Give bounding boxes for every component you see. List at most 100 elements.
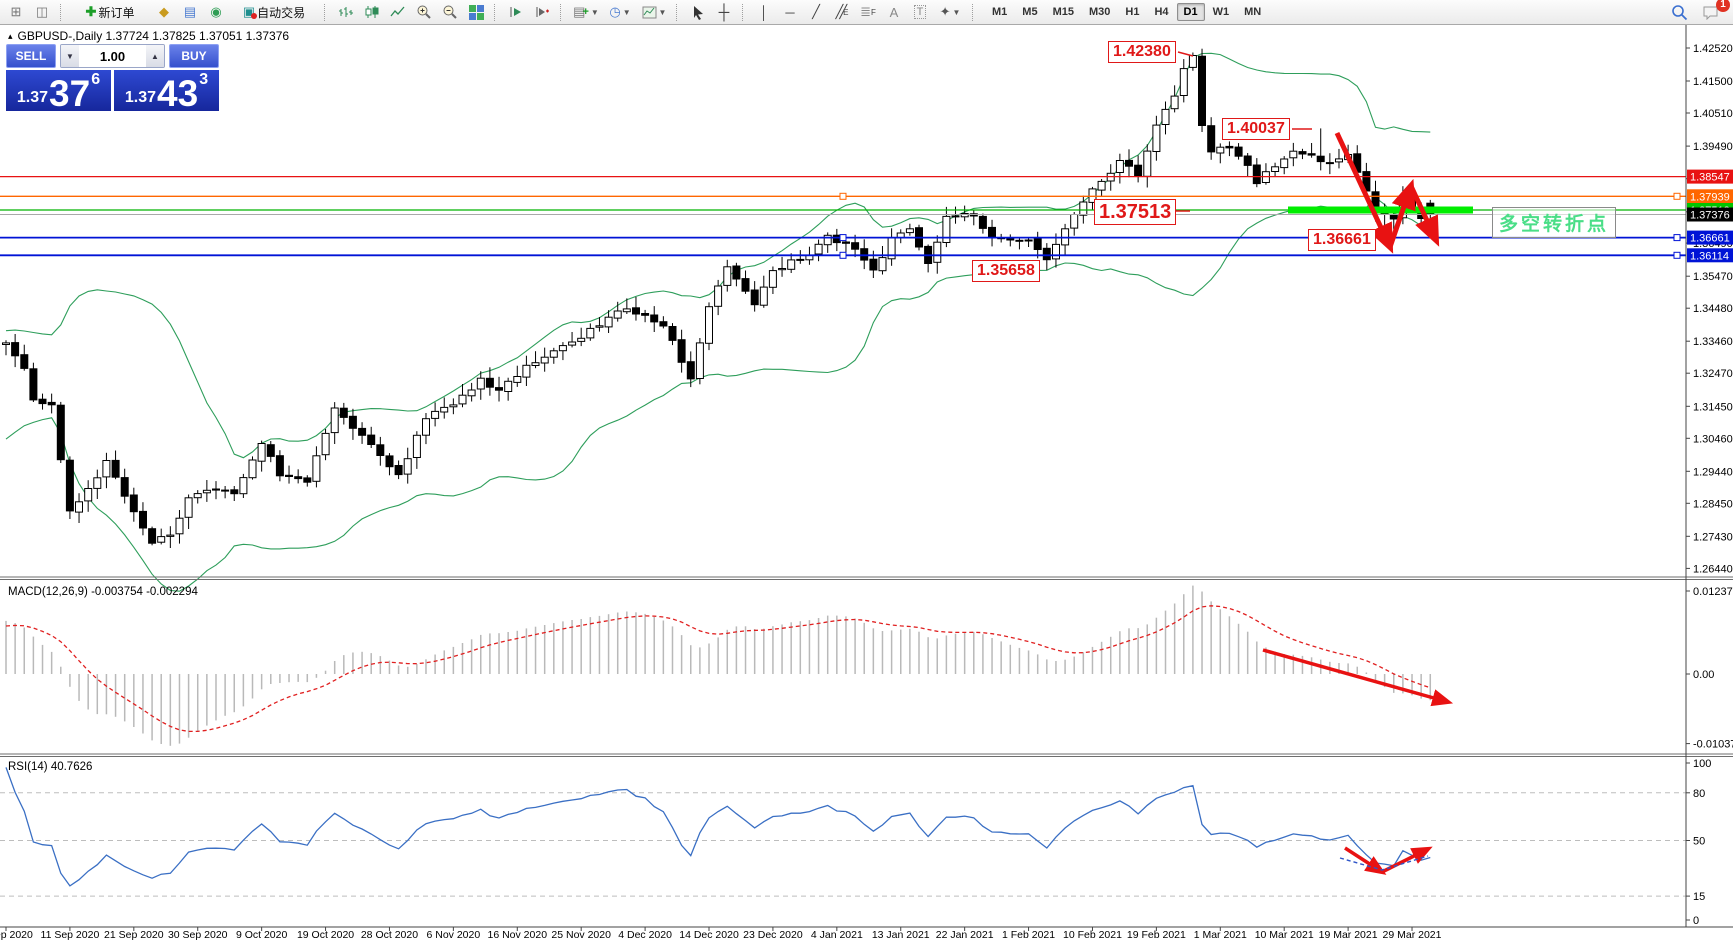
price-callout[interactable]: 1.37513	[1094, 199, 1177, 225]
indicators-icon: ▤	[573, 4, 586, 19]
svg-text:25 Nov 2020: 25 Nov 2020	[551, 929, 611, 940]
sell-price-big: 37	[49, 72, 91, 114]
toolbar-separator	[60, 3, 65, 21]
tab-timeframe-w1[interactable]: W1	[1212, 6, 1230, 18]
search-icon[interactable]	[1666, 2, 1692, 23]
volume-decrease-button[interactable]: ▼	[61, 45, 79, 67]
chevron-down-icon: ▼	[658, 7, 667, 17]
chart-title: ▴ GBPUSD-,Daily 1.37724 1.37825 1.37051 …	[8, 29, 289, 43]
svg-text:1.35470: 1.35470	[1693, 271, 1733, 283]
buy-price-display[interactable]: 1.37 43 3	[114, 70, 219, 112]
template-icon	[642, 6, 657, 18]
svg-text:1.37376: 1.37376	[1690, 210, 1730, 222]
tile-windows-icon[interactable]	[463, 2, 489, 23]
price-callout[interactable]: 1.35658	[972, 260, 1040, 282]
volume-increase-button[interactable]: ▲	[146, 45, 164, 67]
zoom-out-icon[interactable]	[437, 2, 463, 23]
tab-timeframe-d1[interactable]: D1	[1176, 3, 1205, 21]
trend-annotation-arrows[interactable]	[1262, 131, 1454, 875]
svg-text:0.012372: 0.012372	[1693, 586, 1733, 598]
timeframe-group: M1 M5 M15 M30 H1 H4 D1 W1 MN	[985, 3, 1268, 21]
new-order-button[interactable]: ✚ 新订单	[69, 2, 151, 23]
volume-stepper: ▼ 1.00 ▲	[60, 44, 165, 68]
tab-timeframe-m30[interactable]: M30	[1088, 6, 1111, 18]
svg-text:1.36661: 1.36661	[1690, 233, 1730, 245]
templates-button[interactable]: ▼	[637, 2, 671, 23]
notifications-icon[interactable]: 1	[1698, 0, 1730, 23]
svg-text:1 Mar 2021: 1 Mar 2021	[1194, 929, 1247, 940]
text-tool-icon[interactable]: A	[889, 4, 899, 20]
svg-text:1.36114: 1.36114	[1690, 250, 1729, 262]
vertical-line-tool-icon[interactable]: │	[759, 4, 769, 20]
svg-text:10 Feb 2021: 10 Feb 2021	[1063, 929, 1122, 940]
svg-text:1.27430: 1.27430	[1693, 531, 1733, 543]
svg-text:50: 50	[1693, 836, 1705, 848]
svg-text:0.00: 0.00	[1693, 669, 1714, 681]
cursor-tool-icon[interactable]	[685, 2, 711, 23]
data-window-icon[interactable]: ▤	[183, 4, 197, 19]
zoom-in-icon[interactable]	[411, 2, 437, 23]
new-chart-icon[interactable]: ⊞	[10, 4, 22, 19]
svg-text:19 Feb 2021: 19 Feb 2021	[1127, 929, 1186, 940]
arrows-tool-button[interactable]: ✦ ▼	[933, 2, 967, 23]
svg-text:4 Dec 2020: 4 Dec 2020	[618, 929, 672, 940]
sell-price-display[interactable]: 1.37 37 6	[6, 70, 111, 114]
auto-scroll-icon[interactable]	[503, 2, 529, 23]
macd-label: MACD(12,26,9) -0.003754 -0.002294	[8, 586, 198, 598]
tab-timeframe-h4[interactable]: H4	[1154, 6, 1169, 18]
toolbar-separator	[324, 3, 329, 21]
clock-icon: ◷	[609, 4, 621, 19]
bar-chart-icon[interactable]	[333, 2, 359, 23]
price-callout[interactable]: 1.42380	[1108, 41, 1176, 63]
crosshair-tool-icon[interactable]: ┼	[718, 3, 730, 21]
line-chart-icon[interactable]	[385, 2, 411, 23]
indicators-button[interactable]: ▤ + ▼	[573, 4, 599, 19]
price-callout[interactable]: 1.36661	[1308, 229, 1376, 251]
candlestick-chart-icon[interactable]	[359, 2, 385, 23]
chart-title-text: GBPUSD-,Daily 1.37724 1.37825 1.37051 1.…	[17, 29, 290, 43]
trendline-tool-icon[interactable]: ╱	[812, 4, 820, 19]
collapse-panel-icon[interactable]: ▴	[8, 30, 13, 41]
chart-shift-icon[interactable]	[529, 2, 555, 23]
macd-indicator	[5, 585, 1432, 746]
svg-text:0: 0	[1693, 915, 1699, 927]
horizontal-line-tool-icon[interactable]: ─	[785, 4, 795, 20]
toolbar-separator	[972, 3, 977, 21]
navigator-icon[interactable]: ◉	[210, 4, 222, 19]
chart-chrome: 1.425201.415001.405101.394901.384801.374…	[0, 25, 1733, 940]
tab-timeframe-m5[interactable]: M5	[1022, 6, 1038, 18]
tab-timeframe-m15[interactable]: M15	[1052, 6, 1074, 18]
fibonacci-tool-icon[interactable]: ≣ F	[860, 4, 876, 19]
price-callout[interactable]: 1.40037	[1222, 118, 1290, 140]
market-watch-icon[interactable]: ◆	[159, 4, 169, 19]
svg-text:4 Jan 2021: 4 Jan 2021	[811, 929, 863, 940]
tab-timeframe-h1[interactable]: H1	[1125, 6, 1140, 18]
text-label-tool-icon[interactable]: T	[907, 2, 933, 23]
candlesticks	[2, 48, 1435, 548]
periods-button[interactable]: ◷ ▼	[603, 2, 637, 23]
tab-timeframe-m1[interactable]: M1	[992, 6, 1008, 18]
autotrading-button[interactable]: ▣ 自动交易	[229, 2, 319, 23]
horizontal-level-lines[interactable]	[0, 176, 1686, 259]
svg-text:100: 100	[1693, 758, 1711, 770]
buy-button[interactable]: BUY	[169, 44, 219, 68]
sell-button[interactable]: SELL	[6, 44, 56, 68]
svg-text:29 Mar 2021: 29 Mar 2021	[1383, 929, 1442, 940]
date-axis[interactable]: 2 Sep 2020 11 Sep 2020 21 Sep 2020 30 Sep 2…	[0, 927, 1442, 940]
channel-tool-icon[interactable]: ╱╱ E	[835, 4, 849, 19]
svg-text:1.29440: 1.29440	[1693, 466, 1733, 478]
svg-text:22 Jan 2021: 22 Jan 2021	[936, 929, 994, 940]
toolbar-separator	[560, 3, 565, 21]
new-order-label: 新订单	[98, 5, 135, 20]
profiles-icon[interactable]: ◫	[35, 4, 49, 19]
main-toolbar: ⊞ ◫ ✚ 新订单 ◆ ▤ ◉ ▣ 自动交易 ▤ + ▼ ◷ ▼	[0, 0, 1733, 25]
tab-timeframe-mn[interactable]: MN	[1244, 6, 1262, 18]
toolbar-separator	[742, 3, 747, 21]
volume-input[interactable]: 1.00	[99, 48, 126, 64]
svg-text:1.39490: 1.39490	[1693, 141, 1733, 153]
turning-point-label[interactable]: 多空转折点	[1492, 207, 1617, 238]
chevron-down-icon: ▼	[952, 7, 961, 17]
support-zone-bar[interactable]	[1288, 206, 1473, 214]
buy-price-prefix: 1.37	[124, 89, 157, 106]
